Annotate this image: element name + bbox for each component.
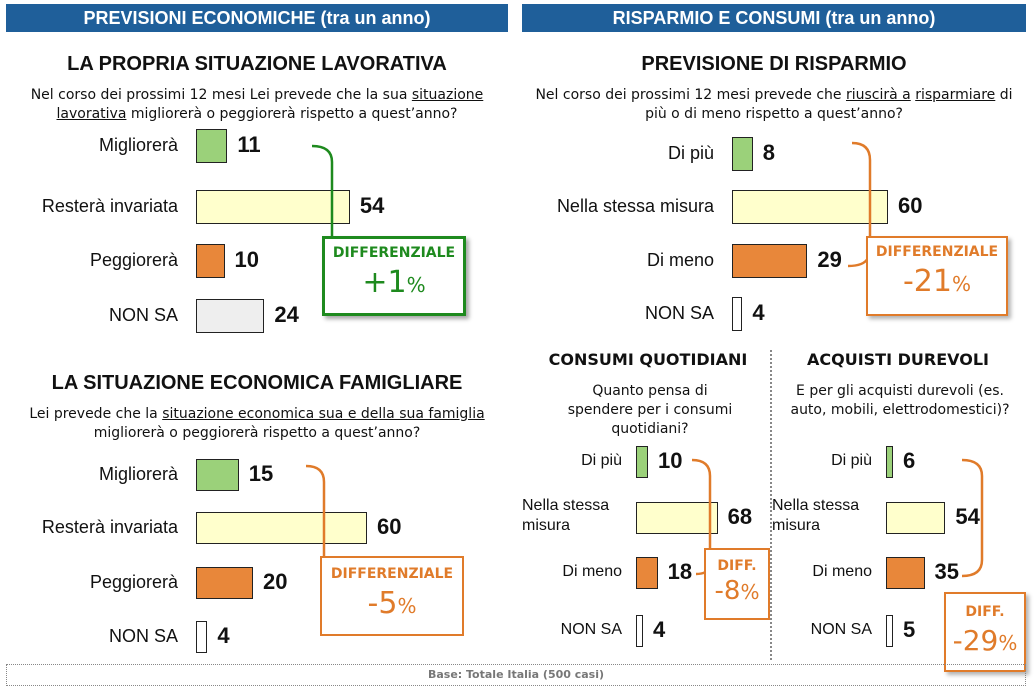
- consumi-bar-1: [636, 502, 718, 534]
- famiglia-value-0: 15: [248, 461, 274, 486]
- title-consumi: CONSUMI QUOTIDIANI: [548, 350, 748, 369]
- durevoli-value-1: 54: [955, 504, 980, 529]
- risparmio-value-0: 8: [762, 140, 776, 165]
- question-durevoli: E per gli acquisti durevoli (es. auto, m…: [790, 383, 1010, 418]
- famiglia-category-0: Migliorerà: [98, 464, 178, 484]
- durevoli-bar-1: [886, 502, 946, 534]
- lavoro-category-0: Migliorerà: [98, 135, 178, 155]
- bracket-risparmio-low: [847, 257, 870, 268]
- diff-label: DIFFERENZIALE: [875, 244, 999, 260]
- diff-label: DIFF.: [717, 558, 757, 574]
- risparmio-bar-1: [732, 190, 888, 224]
- diff-value: -8%: [714, 576, 760, 606]
- risparmio-category-0: Di più: [667, 143, 714, 163]
- lavoro-value-3: 24: [274, 302, 299, 327]
- durevoli-category-0: Di più: [831, 452, 872, 469]
- diff-label: DIFFERENZIALE: [330, 566, 454, 582]
- consumi-value-2: 18: [667, 559, 693, 584]
- durevoli-category-1: Nella stessa misura: [772, 497, 860, 534]
- durevoli-value-3: 5: [903, 617, 916, 642]
- risparmio-bar-2: [732, 244, 808, 278]
- famiglia-category-2: Peggiorerà: [89, 572, 178, 592]
- lavoro-category-3: NON SA: [108, 305, 178, 325]
- durevoli-value-2: 35: [934, 559, 959, 584]
- famiglia-bar-2: [196, 567, 253, 599]
- diff-box-durevoli: DIFF. -29%: [944, 592, 1026, 672]
- durevoli-bar-0: [886, 446, 893, 478]
- durevoli-bar-3: [886, 615, 893, 647]
- consumi-bar-2: [636, 557, 658, 589]
- consumi-category-3: NON SA: [560, 621, 622, 638]
- diff-box-consumi: DIFF. -8%: [704, 548, 770, 620]
- durevoli-value-0: 6: [903, 448, 916, 473]
- lavoro-bar-3: [196, 299, 265, 333]
- famiglia-bar-0: [196, 459, 239, 491]
- risparmio-value-1: 60: [898, 193, 923, 218]
- bracket-risparmio: [851, 141, 872, 236]
- risparmio-category-3: NON SA: [644, 303, 714, 323]
- consumi-value-1: 68: [727, 504, 753, 529]
- diff-value: -29%: [952, 624, 1018, 657]
- risparmio-bar-3: [732, 297, 743, 331]
- footer-base: Base: Totale Italia (500 casi): [6, 664, 1026, 686]
- diff-value: +1%: [362, 265, 426, 300]
- diff-box-famiglia: DIFFERENZIALE -5%: [320, 556, 464, 636]
- question-consumi: Quanto pensa di spendere per i consumi q…: [567, 383, 733, 437]
- lavoro-value-0: 11: [237, 132, 261, 157]
- consumi-category-1: Nella stessa misura: [522, 497, 610, 534]
- risparmio-bar-0: [732, 137, 753, 171]
- famiglia-value-1: 60: [377, 514, 402, 539]
- famiglia-value-2: 20: [263, 569, 288, 594]
- title-famiglia: LA SITUAZIONE ECONOMICA FAMIGLIARE: [51, 372, 463, 394]
- title-risparmio: PREVISIONE DI RISPARMIO: [641, 53, 907, 75]
- lavoro-value-1: 54: [359, 193, 385, 218]
- consumi-category-2: Di meno: [562, 563, 622, 580]
- title-durevoli: ACQUISTI DUREVOLI: [806, 350, 989, 369]
- famiglia-category-3: NON SA: [108, 626, 178, 646]
- bracket-lavoro: [311, 144, 334, 236]
- diff-value: -21%: [902, 264, 971, 299]
- question-famiglia: Lei prevede che la situazione economica …: [29, 406, 485, 441]
- diff-label: DIFFERENZIALE: [332, 245, 456, 261]
- header-risparmio: RISPARMIO E CONSUMI (tra un anno): [522, 4, 1026, 32]
- durevoli-category-3: NON SA: [810, 621, 872, 638]
- risparmio-category-2: Di meno: [646, 250, 714, 270]
- risparmio-value-3: 4: [752, 300, 765, 325]
- bracket-consumi: [691, 458, 712, 548]
- risparmio-value-2: 29: [817, 247, 842, 272]
- consumi-value-0: 10: [658, 448, 683, 473]
- lavoro-bar-1: [196, 190, 350, 224]
- bracket-famiglia: [305, 464, 326, 556]
- diff-box-lavoro: DIFFERENZIALE +1%: [322, 236, 466, 316]
- consumi-value-3: 4: [653, 617, 666, 642]
- lavoro-bar-0: [196, 129, 228, 163]
- consumi-bar-0: [636, 446, 648, 478]
- famiglia-value-3: 4: [217, 623, 230, 648]
- famiglia-bar-1: [196, 512, 367, 544]
- question-risparmio: Nel corso dei prossimi 12 mesi prevede c…: [535, 87, 1013, 122]
- lavoro-bar-2: [196, 244, 225, 278]
- risparmio-category-1: Nella stessa misura: [556, 196, 714, 216]
- consumi-bar-3: [636, 615, 643, 647]
- famiglia-bar-3: [196, 621, 208, 653]
- diff-value: -5%: [367, 586, 417, 621]
- diff-label: DIFF.: [965, 604, 1005, 620]
- durevoli-bar-2: [886, 557, 925, 589]
- diff-box-risparmio: DIFFERENZIALE -21%: [866, 236, 1008, 316]
- durevoli-category-2: Di meno: [812, 563, 872, 580]
- lavoro-category-1: Resterà invariata: [41, 196, 178, 216]
- lavoro-category-2: Peggiorerà: [89, 250, 178, 270]
- header-previsioni: PREVISIONI ECONOMICHE (tra un anno): [6, 4, 508, 32]
- question-lavoro: Nel corso dei prossimi 12 mesi Lei preve…: [30, 87, 484, 122]
- bracket-durevoli: [961, 458, 984, 578]
- section-divider: [770, 350, 772, 660]
- famiglia-category-1: Resterà invariata: [41, 517, 178, 537]
- consumi-category-0: Di più: [581, 452, 622, 469]
- lavoro-value-2: 10: [234, 247, 259, 272]
- title-lavoro: LA PROPRIA SITUAZIONE LAVORATIVA: [67, 53, 447, 75]
